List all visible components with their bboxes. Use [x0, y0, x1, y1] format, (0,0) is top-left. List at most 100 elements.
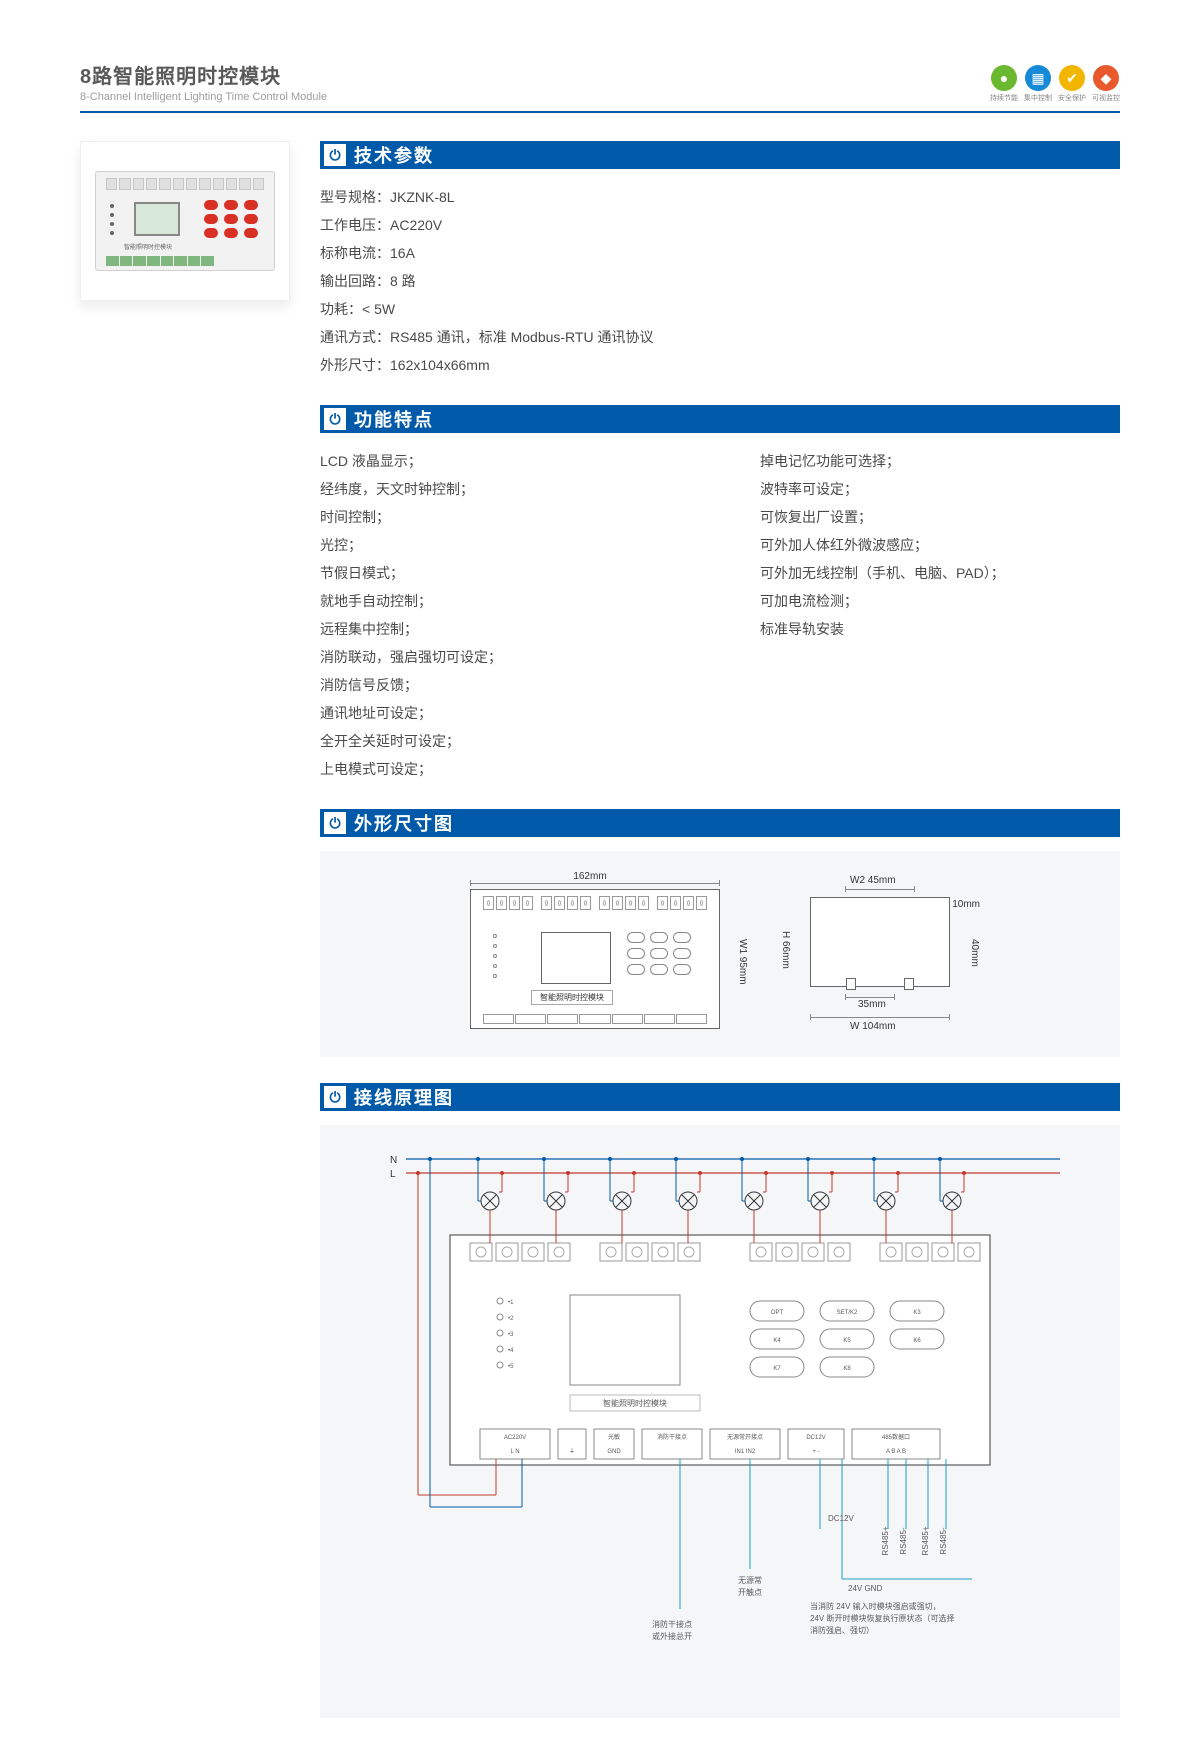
svg-text:无源常开接点: 无源常开接点: [727, 1433, 763, 1441]
badge-label: 安全保护: [1058, 93, 1086, 103]
dim-side-h-label: H 66mm: [780, 931, 791, 969]
badge: ● 持续节能: [990, 65, 1018, 103]
badge: ✔安全保护: [1058, 65, 1086, 103]
power-icon: ⏻: [324, 144, 346, 166]
device-top-terminals: [106, 178, 264, 190]
product-photo: 智能照明时控模块: [80, 141, 290, 301]
spec-row: 外形尺寸：162x104x66mm: [320, 351, 1120, 379]
feature-item: 时间控制；: [320, 503, 680, 531]
svg-text:智能照明时控模块: 智能照明时控模块: [603, 1398, 667, 1408]
badge-label: 集中控制: [1024, 93, 1052, 103]
spec-value: 16A: [390, 239, 415, 267]
svg-text:无源常: 无源常: [738, 1576, 762, 1585]
svg-text:485数据口: 485数据口: [882, 1433, 910, 1441]
section-head-dims: ⏻ 外形尺寸图: [320, 809, 1120, 837]
svg-text:N: N: [390, 1155, 397, 1166]
feature-item: 节假日模式；: [320, 559, 680, 587]
feature-item: 光控；: [320, 531, 680, 559]
svg-text:K6: K6: [913, 1338, 921, 1344]
feature-item: LCD 液晶显示；: [320, 447, 680, 475]
spec-value: AC220V: [390, 211, 442, 239]
spec-key: 输出回路：: [320, 267, 390, 295]
feature-item: 通讯地址可设定；: [320, 699, 680, 727]
svg-text:SET/K2: SET/K2: [837, 1310, 858, 1316]
feature-item: 标准导轨安装: [760, 615, 1120, 643]
section-title-specs: 技术参数: [354, 142, 434, 168]
svg-text:OPT: OPT: [771, 1310, 784, 1316]
right-column: ⏻ 技术参数 型号规格：JKZNK-8L工作电压：AC220V标称电流：16A输…: [320, 141, 1120, 1718]
svg-text:K8: K8: [843, 1366, 851, 1372]
device-bottom-terminals: [106, 256, 214, 266]
feature-columns: LCD 液晶显示；经纬度，天文时钟控制；时间控制；光控；节假日模式；就地手自动控…: [320, 447, 1120, 783]
svg-text:L: L: [390, 1169, 396, 1180]
spec-list: 型号规格：JKZNK-8L工作电压：AC220V标称电流：16A输出回路：8 路…: [320, 183, 1120, 379]
svg-text:K4: K4: [773, 1338, 781, 1344]
page-title-cn: 8路智能照明时控模块: [80, 60, 327, 89]
svg-text:K7: K7: [773, 1366, 781, 1372]
left-column: 智能照明时控模块: [80, 141, 290, 1718]
spec-value: < 5W: [362, 295, 395, 323]
spec-key: 通讯方式：: [320, 323, 390, 351]
svg-text:•5: •5: [508, 1364, 514, 1370]
svg-text:消防干接点: 消防干接点: [657, 1433, 687, 1441]
dim-inner-h-label: 40mm: [969, 939, 980, 967]
spec-key: 型号规格：: [320, 183, 390, 211]
svg-text:⏚: ⏚: [569, 1448, 575, 1455]
svg-text:24V 断开时模块恢复执行原状态（可选择: 24V 断开时模块恢复执行原状态（可选择: [810, 1613, 954, 1623]
dim-notch-label: 10mm: [952, 899, 980, 910]
dim-line: [845, 997, 895, 998]
feature-item: 全开全关延时可设定；: [320, 727, 680, 755]
dim-clip-label: 35mm: [858, 999, 886, 1010]
section-head-features: ⏻ 功能特点: [320, 405, 1120, 433]
svg-text:当消防 24V 输入时模块强启或强切，: 当消防 24V 输入时模块强启或强切，: [810, 1601, 941, 1611]
power-icon: ⏻: [324, 408, 346, 430]
page-title-en: 8-Channel Intelligent Lighting Time Cont…: [80, 91, 327, 103]
svg-text:•1: •1: [508, 1300, 514, 1306]
feature-item: 可外加无线控制（手机、电脑、PAD）；: [760, 559, 1120, 587]
spec-row: 标称电流：16A: [320, 239, 1120, 267]
feature-item: 经纬度，天文时钟控制；: [320, 475, 680, 503]
svg-text:•4: •4: [508, 1348, 514, 1354]
device-led-column: [110, 204, 114, 235]
dim-side-view: W2 45mm 10mm H 66mm 40mm 35mm W 104mm: [780, 869, 980, 1039]
badge-row: ●持续节能▦集中控制✔安全保护◆可视监控: [990, 65, 1120, 103]
dim-line: [810, 1017, 950, 1018]
svg-text:开触点: 开触点: [738, 1587, 762, 1597]
dim-line: [845, 889, 915, 890]
svg-text:消防强启、强切）: 消防强启、强切）: [810, 1625, 874, 1635]
dim-front-outline: 智能照明时控模块: [470, 889, 720, 1029]
svg-text:K3: K3: [913, 1310, 921, 1316]
page: 8路智能照明时控模块 8-Channel Intelligent Lightin…: [0, 0, 1200, 1758]
title-block: 8路智能照明时控模块 8-Channel Intelligent Lightin…: [80, 60, 327, 103]
badge-icon: ●: [991, 65, 1017, 91]
badge-label: 持续节能: [990, 93, 1018, 103]
dim-height-label: W1 95mm: [737, 939, 748, 985]
feature-item: 远程集中控制；: [320, 615, 680, 643]
wiring-diagram: NL•1•2•3•4•5OPTSET/K2K3K4K5K6K7K8智能照明时控模…: [320, 1125, 1120, 1718]
svg-text:•3: •3: [508, 1332, 514, 1338]
device-lcd: [134, 202, 180, 236]
section-title-features: 功能特点: [354, 406, 434, 432]
feature-item: 上电模式可设定；: [320, 755, 680, 783]
feature-item: 可加电流检测；: [760, 587, 1120, 615]
spec-row: 通讯方式：RS485 通讯，标准 Modbus-RTU 通讯协议: [320, 323, 1120, 351]
device-illustration: 智能照明时控模块: [95, 171, 275, 271]
section-head-wiring: ⏻ 接线原理图: [320, 1083, 1120, 1111]
spec-row: 输出回路：8 路: [320, 267, 1120, 295]
feature-item: 消防联动，强启强切可设定；: [320, 643, 680, 671]
spec-row: 型号规格：JKZNK-8L: [320, 183, 1120, 211]
spec-key: 功耗：: [320, 295, 362, 323]
svg-text:RS485+: RS485+: [921, 1526, 930, 1555]
content: 智能照明时控模块 ⏻ 技术参数 型号规格：JKZNK-8L工作电压：AC220V…: [80, 141, 1120, 1718]
svg-text:A B A B: A B A B: [886, 1449, 906, 1455]
svg-text:L N: L N: [510, 1449, 519, 1455]
spec-key: 标称电流：: [320, 239, 390, 267]
dim-line: [470, 883, 720, 884]
dim-side-body: [810, 897, 950, 987]
feature-col-left: LCD 液晶显示；经纬度，天文时钟控制；时间控制；光控；节假日模式；就地手自动控…: [320, 447, 680, 783]
svg-text:或外接总开: 或外接总开: [652, 1631, 692, 1641]
section-title-dims: 外形尺寸图: [354, 810, 454, 836]
svg-text:24V GND: 24V GND: [848, 1584, 882, 1593]
spec-value: 8 路: [390, 267, 416, 295]
wiring-svg: NL•1•2•3•4•5OPTSET/K2K3K4K5K6K7K8智能照明时控模…: [340, 1145, 1100, 1665]
